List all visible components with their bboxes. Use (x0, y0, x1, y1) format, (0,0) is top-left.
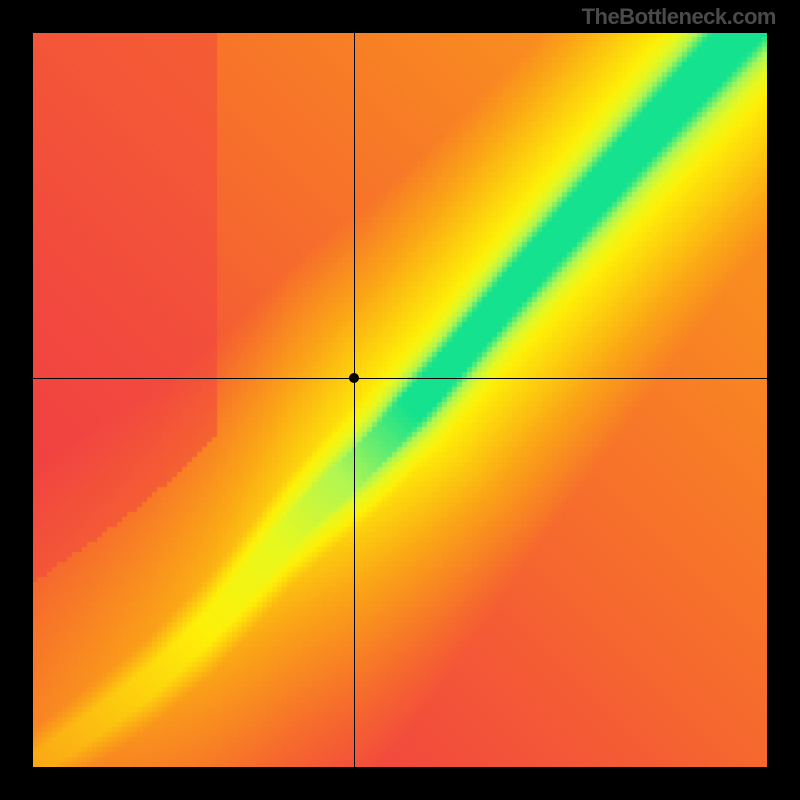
bottleneck-heatmap (33, 33, 767, 767)
crosshair-marker (349, 373, 359, 383)
chart-container: { "watermark": { "text": "TheBottleneck.… (0, 0, 800, 800)
watermark-text: TheBottleneck.com (582, 4, 776, 30)
crosshair-horizontal (33, 378, 767, 379)
crosshair-vertical (354, 33, 355, 767)
